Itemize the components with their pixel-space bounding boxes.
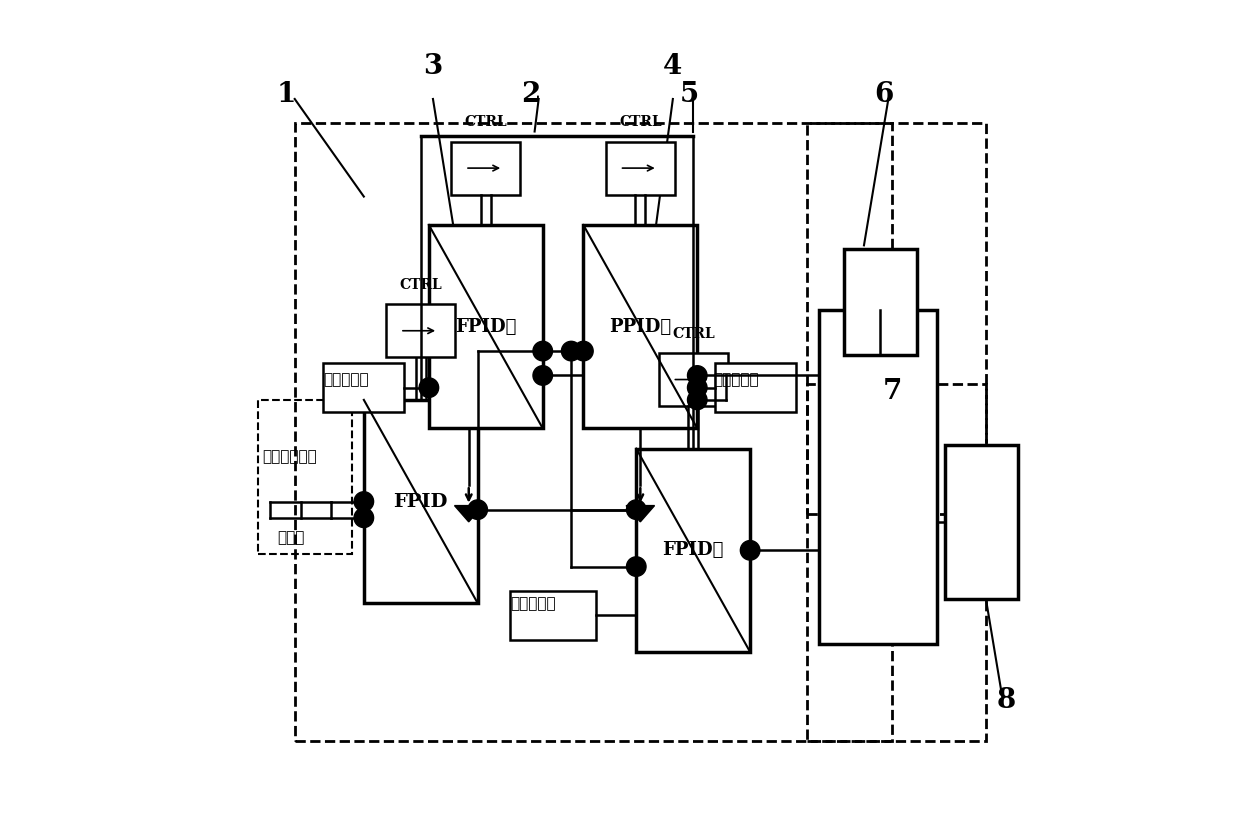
Circle shape bbox=[562, 341, 582, 361]
Bar bbox=[606, 142, 675, 194]
Text: 6: 6 bbox=[874, 82, 894, 109]
Text: 1: 1 bbox=[277, 82, 296, 109]
Text: 保护信号三: 保护信号三 bbox=[713, 372, 759, 387]
Bar bbox=[583, 225, 697, 428]
Circle shape bbox=[626, 557, 646, 576]
Bar bbox=[363, 400, 477, 603]
Circle shape bbox=[355, 492, 373, 512]
Circle shape bbox=[533, 366, 553, 385]
Circle shape bbox=[740, 540, 760, 560]
Polygon shape bbox=[455, 506, 482, 522]
Text: 4: 4 bbox=[663, 53, 682, 80]
Bar bbox=[386, 304, 455, 357]
Polygon shape bbox=[626, 506, 655, 522]
Circle shape bbox=[687, 390, 707, 410]
Bar bbox=[945, 445, 1018, 599]
Text: 设定值: 设定值 bbox=[277, 530, 304, 546]
Bar bbox=[429, 225, 543, 428]
Text: 保护信号二: 保护信号二 bbox=[324, 372, 368, 387]
Bar bbox=[636, 449, 750, 652]
Bar bbox=[451, 142, 521, 194]
Text: 3: 3 bbox=[423, 53, 443, 80]
Text: FPID: FPID bbox=[393, 493, 448, 511]
Text: FPID三: FPID三 bbox=[455, 317, 517, 335]
Circle shape bbox=[419, 378, 439, 397]
Text: 保护信号一: 保护信号一 bbox=[510, 596, 556, 610]
Text: CTRL: CTRL bbox=[672, 327, 714, 341]
Circle shape bbox=[574, 341, 593, 361]
Text: CTRL: CTRL bbox=[465, 116, 507, 130]
Bar bbox=[295, 123, 893, 742]
Circle shape bbox=[687, 378, 707, 397]
Bar bbox=[324, 363, 404, 412]
Circle shape bbox=[687, 366, 707, 385]
Circle shape bbox=[626, 500, 646, 520]
Text: CTRL: CTRL bbox=[399, 278, 443, 292]
Bar bbox=[843, 250, 916, 355]
Bar bbox=[510, 591, 595, 640]
Bar bbox=[658, 353, 728, 406]
Bar bbox=[258, 400, 352, 554]
Circle shape bbox=[355, 508, 373, 527]
Text: 实际输出功率: 实际输出功率 bbox=[262, 450, 317, 464]
Bar bbox=[715, 363, 796, 412]
Bar bbox=[807, 384, 986, 742]
Text: CTRL: CTRL bbox=[619, 116, 662, 130]
Circle shape bbox=[533, 341, 553, 361]
Text: 7: 7 bbox=[883, 379, 903, 406]
Text: FPID二: FPID二 bbox=[662, 541, 724, 559]
Text: 8: 8 bbox=[997, 687, 1016, 714]
Bar bbox=[807, 123, 986, 514]
Bar bbox=[820, 310, 937, 644]
Text: 2: 2 bbox=[521, 82, 541, 109]
Text: PPID四: PPID四 bbox=[609, 317, 671, 335]
Circle shape bbox=[467, 500, 487, 520]
Text: 5: 5 bbox=[680, 82, 699, 109]
